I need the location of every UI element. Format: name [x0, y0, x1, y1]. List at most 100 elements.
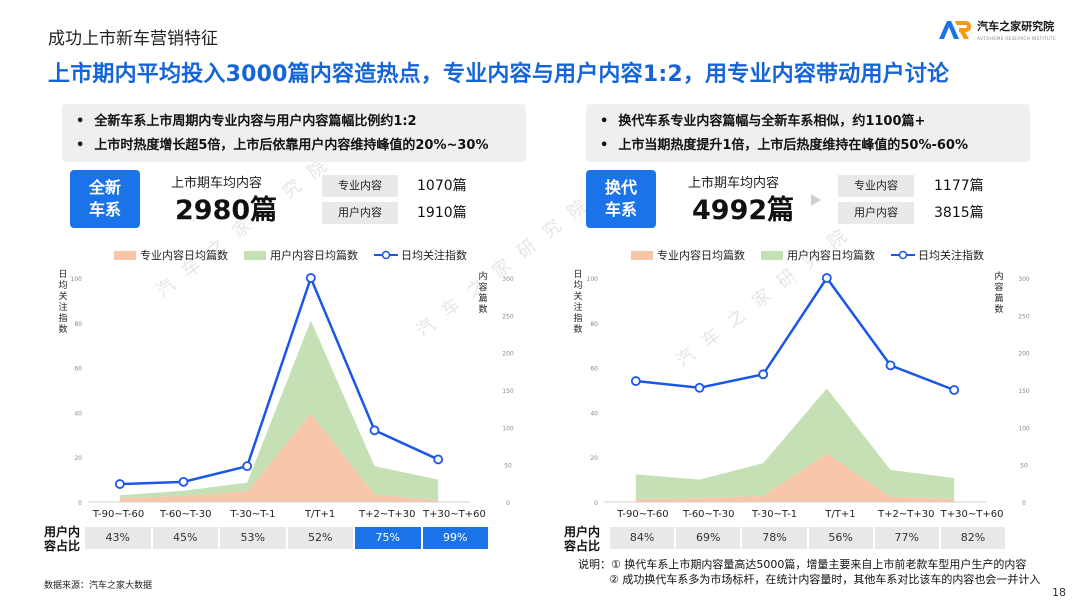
attention-point [178, 476, 189, 487]
headline: 上市期内平均投入3000篇内容造热点，专业内容与用户内容1:2，用专业内容带动用… [48, 62, 950, 87]
left-tick-label: 40 [74, 410, 82, 417]
x-tick-label: T-90~T-60 [617, 509, 669, 520]
left-axis-label: 日均关注指数 [58, 270, 68, 335]
bullet-item: 换代车系专业内容篇幅与全新车系相似，约1100篇+ [600, 110, 1016, 134]
x-tick-label: T-30~T-1 [752, 509, 798, 520]
left-tick-label: 100 [71, 276, 83, 283]
brand-logo: 汽车之家研究院 AUTOHOME RESEARCH INSTITUTE [937, 18, 1056, 41]
x-tick-label: T+30~T+60 [940, 509, 1004, 520]
attention-point [433, 454, 444, 465]
x-tick-label: T+2~T+30 [878, 509, 935, 520]
pro-content-area [635, 453, 955, 502]
left-tick-label: 0 [78, 500, 82, 507]
x-axis-row: T-90~T-60 T-60~T-30 T-30~T-1 T/T+1 T+2~T+30 T… [610, 509, 1005, 525]
legend-item: 专业内容日均篇数 [114, 247, 228, 263]
ratio-cell: 43% [85, 527, 151, 549]
attention-point [242, 461, 253, 472]
bullet-item: 全新车系上市周期内专业内容与用户内容篇幅比例约1:2 [76, 110, 512, 134]
chart-update-series: 0 20 40 60 80 100 0 50 100 150 200 250 300 [587, 273, 1030, 507]
ratio-row-label: 用户内 容占比 [564, 525, 601, 553]
attention-point [630, 376, 641, 386]
legend-item: 用户内容日均篇数 [244, 247, 358, 263]
ratio-cell: 56% [808, 527, 873, 549]
pro-content-value: 1070篇 [417, 178, 467, 194]
bullet-item: 上市时热度增长超5倍，上市后依靠用户内容维持峰值的20%~30% [76, 134, 512, 158]
left-tick-label: 0 [594, 500, 598, 507]
legend-line-icon [891, 250, 915, 260]
x-tick-label: T+2~T+30 [359, 509, 416, 520]
note-line: ② 成功换代车系多为市场标杆，在统计内容量时，其他车系对比该车的内容也会一并计入 [609, 573, 1041, 586]
user-content-label: 用户内容 [838, 202, 914, 224]
right-tick-label: 100 [1018, 425, 1030, 432]
avg-content-label: 上市期车均内容 [688, 176, 780, 191]
ratio-row: 84% 69% 78% 56% 77% 82% [610, 527, 1006, 549]
right-axis-label: 内容篇数 [478, 272, 488, 315]
tag-update-series: 换代 车系 [586, 170, 656, 228]
left-axis-label: 日均关注指数 [573, 270, 583, 335]
ratio-row: 43% 45% 53% 52% 75% 99% [85, 527, 488, 549]
attention-point [114, 479, 125, 489]
ratio-cell: 99% [422, 527, 488, 549]
user-content-area [635, 388, 955, 500]
right-tick-label: 250 [502, 313, 514, 320]
ratio-row-label: 用户内 容占比 [44, 525, 81, 553]
left-tick-label: 40 [590, 410, 598, 417]
avg-content-value: 2980篇 [175, 195, 278, 226]
right-tick-label: 250 [1018, 313, 1030, 320]
attention-point [885, 360, 896, 371]
arrow-right-icon [811, 194, 821, 206]
attention-point [949, 385, 960, 395]
note-line: ① 换代车系上市期内容量高达5000篇，增量主要来自上市前老款车型用户生产的内容 [611, 558, 1027, 571]
right-tick-label: 300 [502, 276, 514, 283]
attention-index-line [635, 275, 955, 392]
user-content-value: 1910篇 [417, 205, 467, 221]
x-tick-label: T-90~T-60 [92, 509, 145, 520]
left-tick-label: 60 [74, 366, 82, 373]
ratio-cell: 53% [220, 527, 286, 549]
left-tick-label: 20 [590, 455, 598, 462]
logo-subtext: AUTOHOME RESEARCH INSTITUTE [977, 36, 1056, 41]
right-tick-label: 300 [1018, 276, 1030, 283]
section-title: 成功上市新车营销特征 [48, 29, 218, 49]
note-block: 说明：① 换代车系上市期内容量高达5000篇，增量主要来自上市前老款车型用户生产… [578, 557, 1040, 587]
ratio-cell: 45% [152, 527, 218, 549]
user-content-value: 3815篇 [934, 205, 984, 221]
attention-point [694, 382, 705, 393]
ratio-cell: 52% [287, 527, 353, 549]
x-axis-row: T-90~T-60 T-60~T-30 T-30~T-1 T/T+1 T+2~T+30 T… [85, 509, 488, 525]
avg-content-value: 4992篇 [692, 195, 795, 226]
bullet-box-new: 全新车系上市周期内专业内容与用户内容篇幅比例约1:2 上市时热度增长超5倍，上市… [62, 104, 526, 162]
attention-point [305, 273, 316, 283]
right-tick-label: 200 [1018, 351, 1030, 358]
legend-item: 用户内容日均篇数 [761, 247, 875, 263]
x-tick-label: T-30~T-1 [230, 509, 276, 520]
chart-legend: 专业内容日均篇数 用户内容日均篇数 日均关注指数 [631, 247, 1000, 263]
left-tick-label: 20 [74, 455, 82, 462]
right-tick-label: 150 [1018, 388, 1030, 395]
right-tick-label: 0 [506, 500, 510, 507]
user-content-area [119, 320, 439, 501]
pro-content-area [119, 413, 439, 502]
ratio-cell: 82% [940, 527, 1006, 549]
bullet-item: 上市当期热度提升1倍，上市后热度维持在峰值的50%-60% [600, 134, 1016, 158]
legend-item: 日均关注指数 [891, 247, 984, 263]
note-label: 说明： [578, 558, 611, 571]
avg-content-label: 上市期车均内容 [171, 176, 263, 191]
right-tick-label: 200 [502, 351, 514, 358]
ratio-cell: 84% [610, 527, 675, 549]
x-tick-label: T+30~T+60 [423, 509, 486, 520]
attention-point [821, 273, 832, 283]
attention-point [758, 369, 769, 380]
attention-point [369, 425, 380, 436]
legend-item: 专业内容日均篇数 [631, 247, 745, 263]
x-tick-label: T-60~T-30 [683, 509, 735, 520]
attention-index-line [119, 274, 439, 486]
legend-item: 日均关注指数 [374, 247, 467, 263]
left-tick-label: 80 [590, 321, 598, 328]
logo-text: 汽车之家研究院 [977, 20, 1055, 33]
pro-content-value: 1177篇 [934, 178, 984, 194]
left-tick-label: 100 [587, 276, 599, 283]
legend-line-icon [374, 250, 398, 260]
pro-content-label: 专业内容 [838, 175, 914, 197]
right-tick-label: 150 [502, 388, 514, 395]
